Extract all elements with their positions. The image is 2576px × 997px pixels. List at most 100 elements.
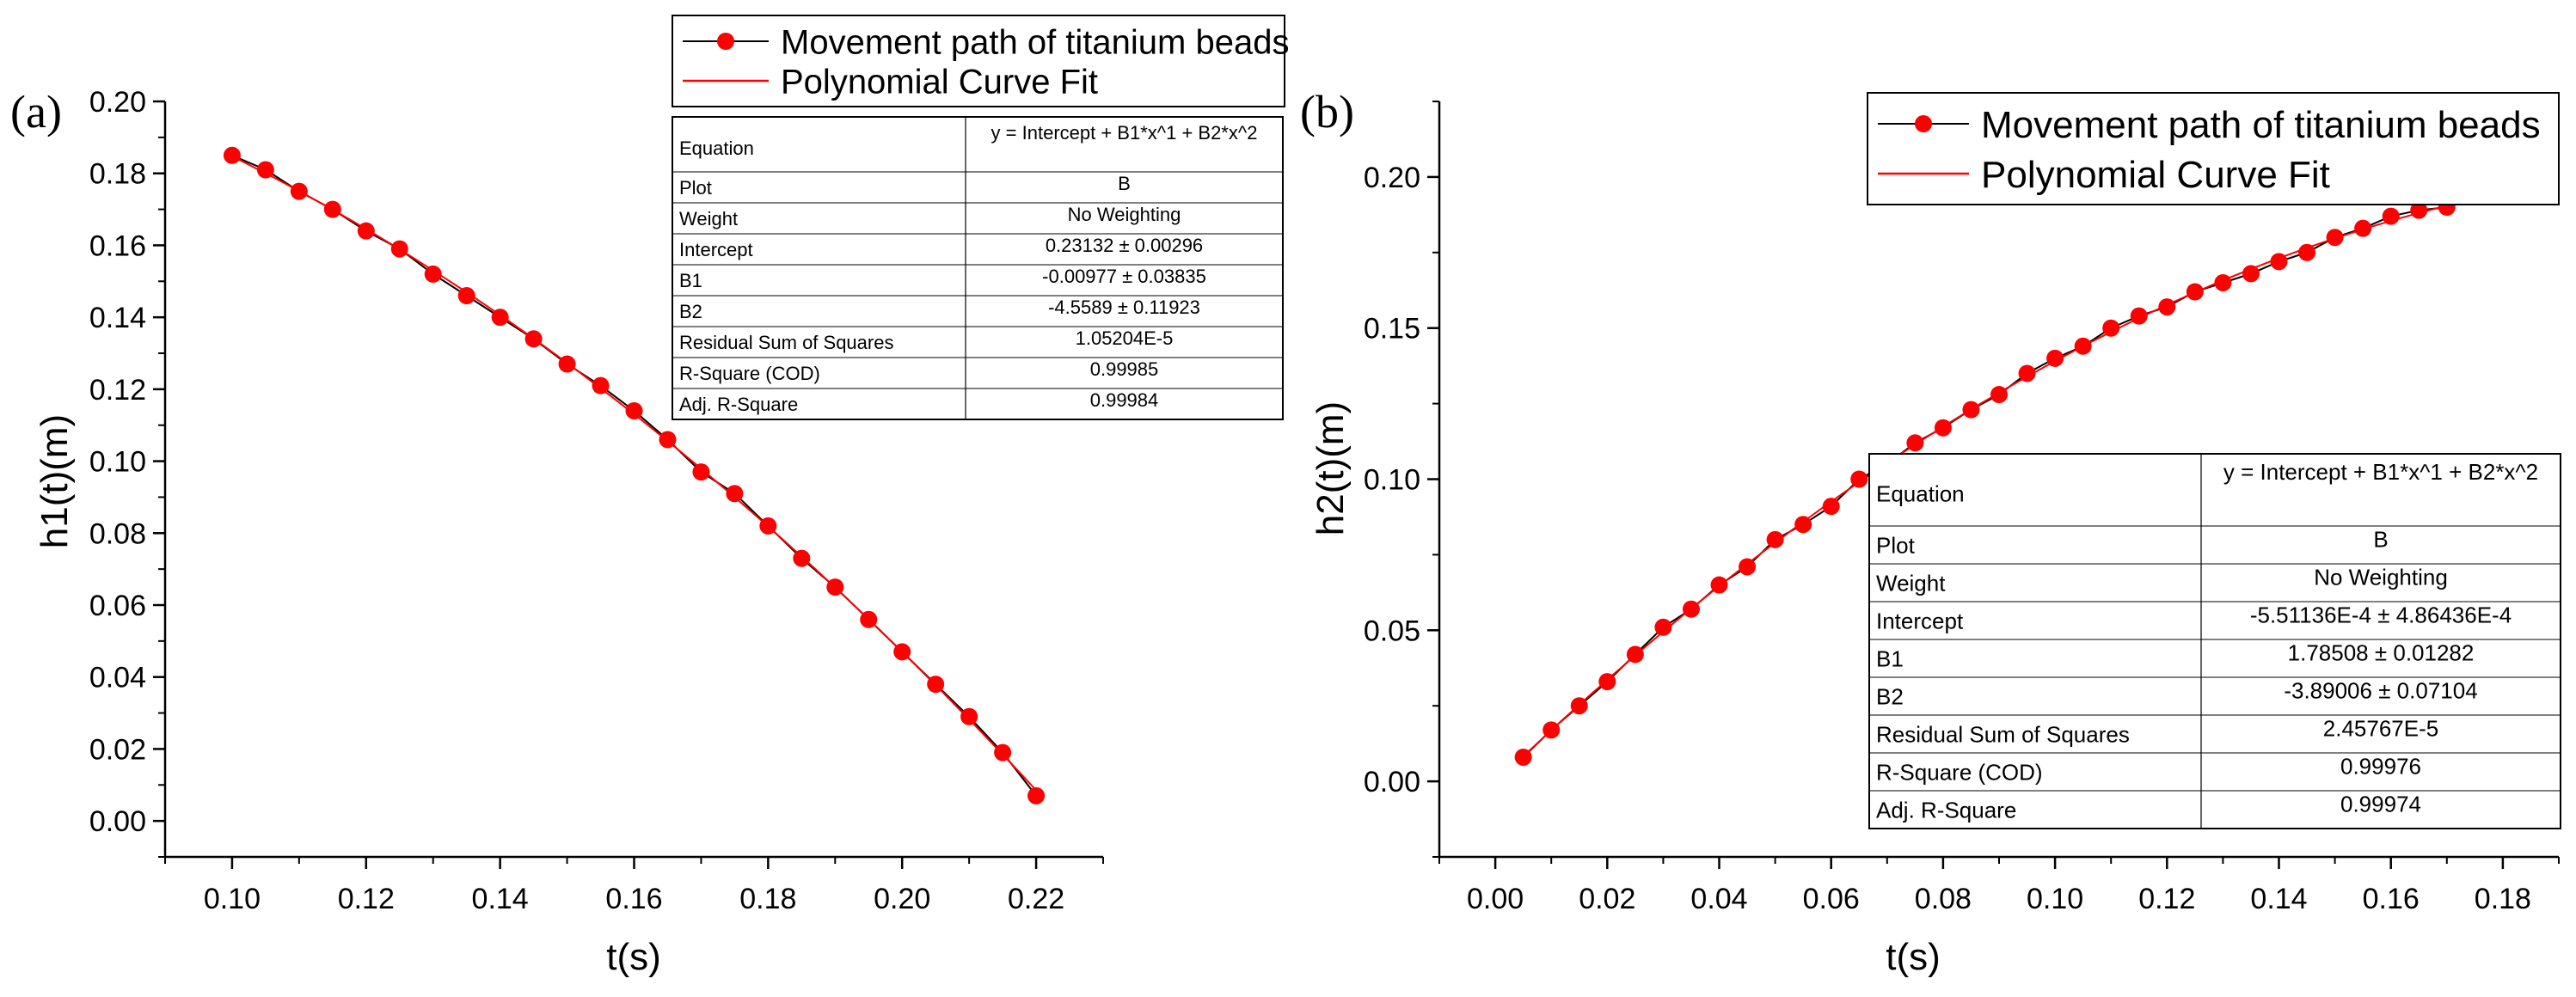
legend: Movement path of titanium beadsPolynomia…: [672, 15, 1289, 107]
x-tick-label: 0.08: [1915, 883, 1972, 915]
fit-table-value: 0.23132 ± 0.00296: [1046, 235, 1203, 256]
fit-table-value: -0.00977 ± 0.03835: [1042, 266, 1206, 287]
fit-table-value: B: [1118, 173, 1131, 194]
data-point: [826, 578, 844, 596]
fit-table-key: Adj. R-Square: [1876, 797, 2016, 823]
y-tick-label: 0.16: [89, 229, 146, 262]
data-point: [1514, 748, 1532, 766]
fit-table-value: 0.99984: [1090, 389, 1159, 411]
x-tick-label: 0.18: [739, 883, 796, 915]
fit-table-value: 2.45767E-5: [2323, 716, 2438, 742]
y-tick-label: 0.15: [1364, 313, 1420, 346]
data-point: [2214, 273, 2232, 291]
data-line: [1523, 206, 2447, 758]
data-point: [1710, 576, 1728, 594]
x-tick-label: 0.12: [2138, 883, 2195, 915]
legend-label-fit: Polynomial Curve Fit: [1981, 154, 2330, 196]
fit-table: Equation y = Intercept + B1*x^1 + B2*x^2 P…: [1868, 453, 2561, 829]
data-point: [659, 431, 677, 449]
fit-table-key: Adj. R-Square: [679, 394, 798, 415]
y-tick-label: 0.04: [89, 662, 146, 694]
panel-label: (b): [1300, 86, 1354, 138]
data-point: [323, 200, 341, 218]
fit-table: Equation y = Intercept + B1*x^1 + B2*x^2 P…: [672, 116, 1284, 420]
fit-table-key: B1: [1876, 645, 1904, 671]
x-tick-label: 0.14: [472, 883, 529, 915]
fit-table-value: 1.78508 ± 0.01282: [2288, 640, 2475, 666]
panel-label: (a): [10, 86, 62, 138]
fit-table-value: -4.5589 ± 0.11923: [1048, 297, 1200, 318]
x-tick-label: 0.06: [1803, 883, 1860, 915]
data-point: [960, 707, 978, 725]
data-point: [2382, 207, 2400, 225]
x-tick-label: 0.20: [874, 883, 930, 915]
fit-table-value: -5.51136E-4 ± 4.86436E-4: [2250, 602, 2512, 628]
data-point: [1739, 558, 1757, 576]
data-point: [558, 355, 576, 373]
x-tick-label: 0.04: [1690, 883, 1747, 915]
x-tick-label: 0.10: [2027, 883, 2083, 915]
y-tick-label: 0.12: [89, 374, 146, 407]
x-tick-label: 0.16: [2363, 883, 2420, 915]
y-tick-label: 0.00: [1364, 766, 1420, 798]
chart-panel-b: (b) 0.00 0.02 0.04 0.06 0.08 0.10 0.12 0.14 0.16 0…: [1300, 86, 2561, 978]
data-point: [1766, 530, 1784, 548]
fit-table-value: 0.99985: [1090, 358, 1159, 380]
data-point: [1654, 618, 1672, 636]
x-tick-label: 0.00: [1467, 883, 1524, 915]
data-point: [592, 376, 610, 395]
y-tick-label: 0.02: [89, 733, 146, 766]
data-point: [390, 240, 408, 258]
y-tick-label: 0.20: [1364, 162, 1420, 194]
data-point: [1543, 721, 1561, 739]
x-axis-title: t(s): [1886, 936, 1941, 978]
legend-marker-data: [1915, 115, 1932, 132]
data-point: [625, 401, 643, 419]
fit-table-value: -3.89006 ± 0.07104: [2284, 678, 2477, 704]
x-tick-label: 0.12: [338, 883, 395, 915]
data-point: [2410, 201, 2428, 219]
y-tick-label: 0.14: [89, 302, 146, 334]
data-point: [2270, 253, 2288, 271]
data-point: [457, 287, 475, 305]
data-point: [860, 610, 878, 628]
data-point: [1906, 434, 1924, 452]
fit-table-value: 0.99974: [2340, 792, 2421, 817]
data-point: [726, 485, 744, 503]
data-point: [1682, 600, 1700, 618]
fit-table-key: Plot: [1876, 532, 1916, 558]
fit-curve: [1523, 205, 2448, 757]
legend-frame: [1867, 92, 2560, 205]
fit-table-value: No Weighting: [1068, 204, 1181, 225]
y-tick-label: 0.18: [89, 158, 146, 191]
data-point: [2074, 337, 2092, 355]
data-point: [1570, 697, 1588, 715]
y-tick-label: 0.10: [1364, 464, 1420, 497]
data-point: [1990, 386, 2008, 404]
legend-label-data: Movement path of titanium beads: [1981, 104, 2541, 146]
fit-table-value: B: [2373, 527, 2388, 553]
x-tick-label: 0.16: [605, 883, 662, 915]
fit-table-frame: [672, 116, 1284, 420]
data-point: [1027, 786, 1046, 804]
y-tick-label: 0.20: [89, 86, 146, 119]
data-point: [759, 517, 777, 535]
fit-table-key: Residual Sum of Squares: [679, 332, 893, 353]
x-axis-title: t(s): [606, 936, 661, 978]
y-axis-title: h1(t)(m): [34, 414, 76, 548]
data-point: [424, 265, 442, 283]
y-tick-label: 0.10: [89, 446, 146, 479]
legend-marker-data: [717, 33, 734, 50]
data-point: [793, 549, 811, 567]
fit-table-value: No Weighting: [2314, 565, 2448, 590]
data-point: [223, 146, 241, 164]
fit-table-value: y = Intercept + B1*x^1 + B2*x^2: [2223, 459, 2538, 485]
data-point: [2354, 219, 2372, 237]
fit-table-key: R-Square (COD): [1876, 759, 2043, 785]
fit-table-key: B2: [679, 301, 702, 322]
data-point: [524, 330, 543, 348]
data-point: [2046, 349, 2064, 367]
data-point: [1626, 645, 1644, 664]
y-tick-label: 0.06: [89, 590, 146, 622]
